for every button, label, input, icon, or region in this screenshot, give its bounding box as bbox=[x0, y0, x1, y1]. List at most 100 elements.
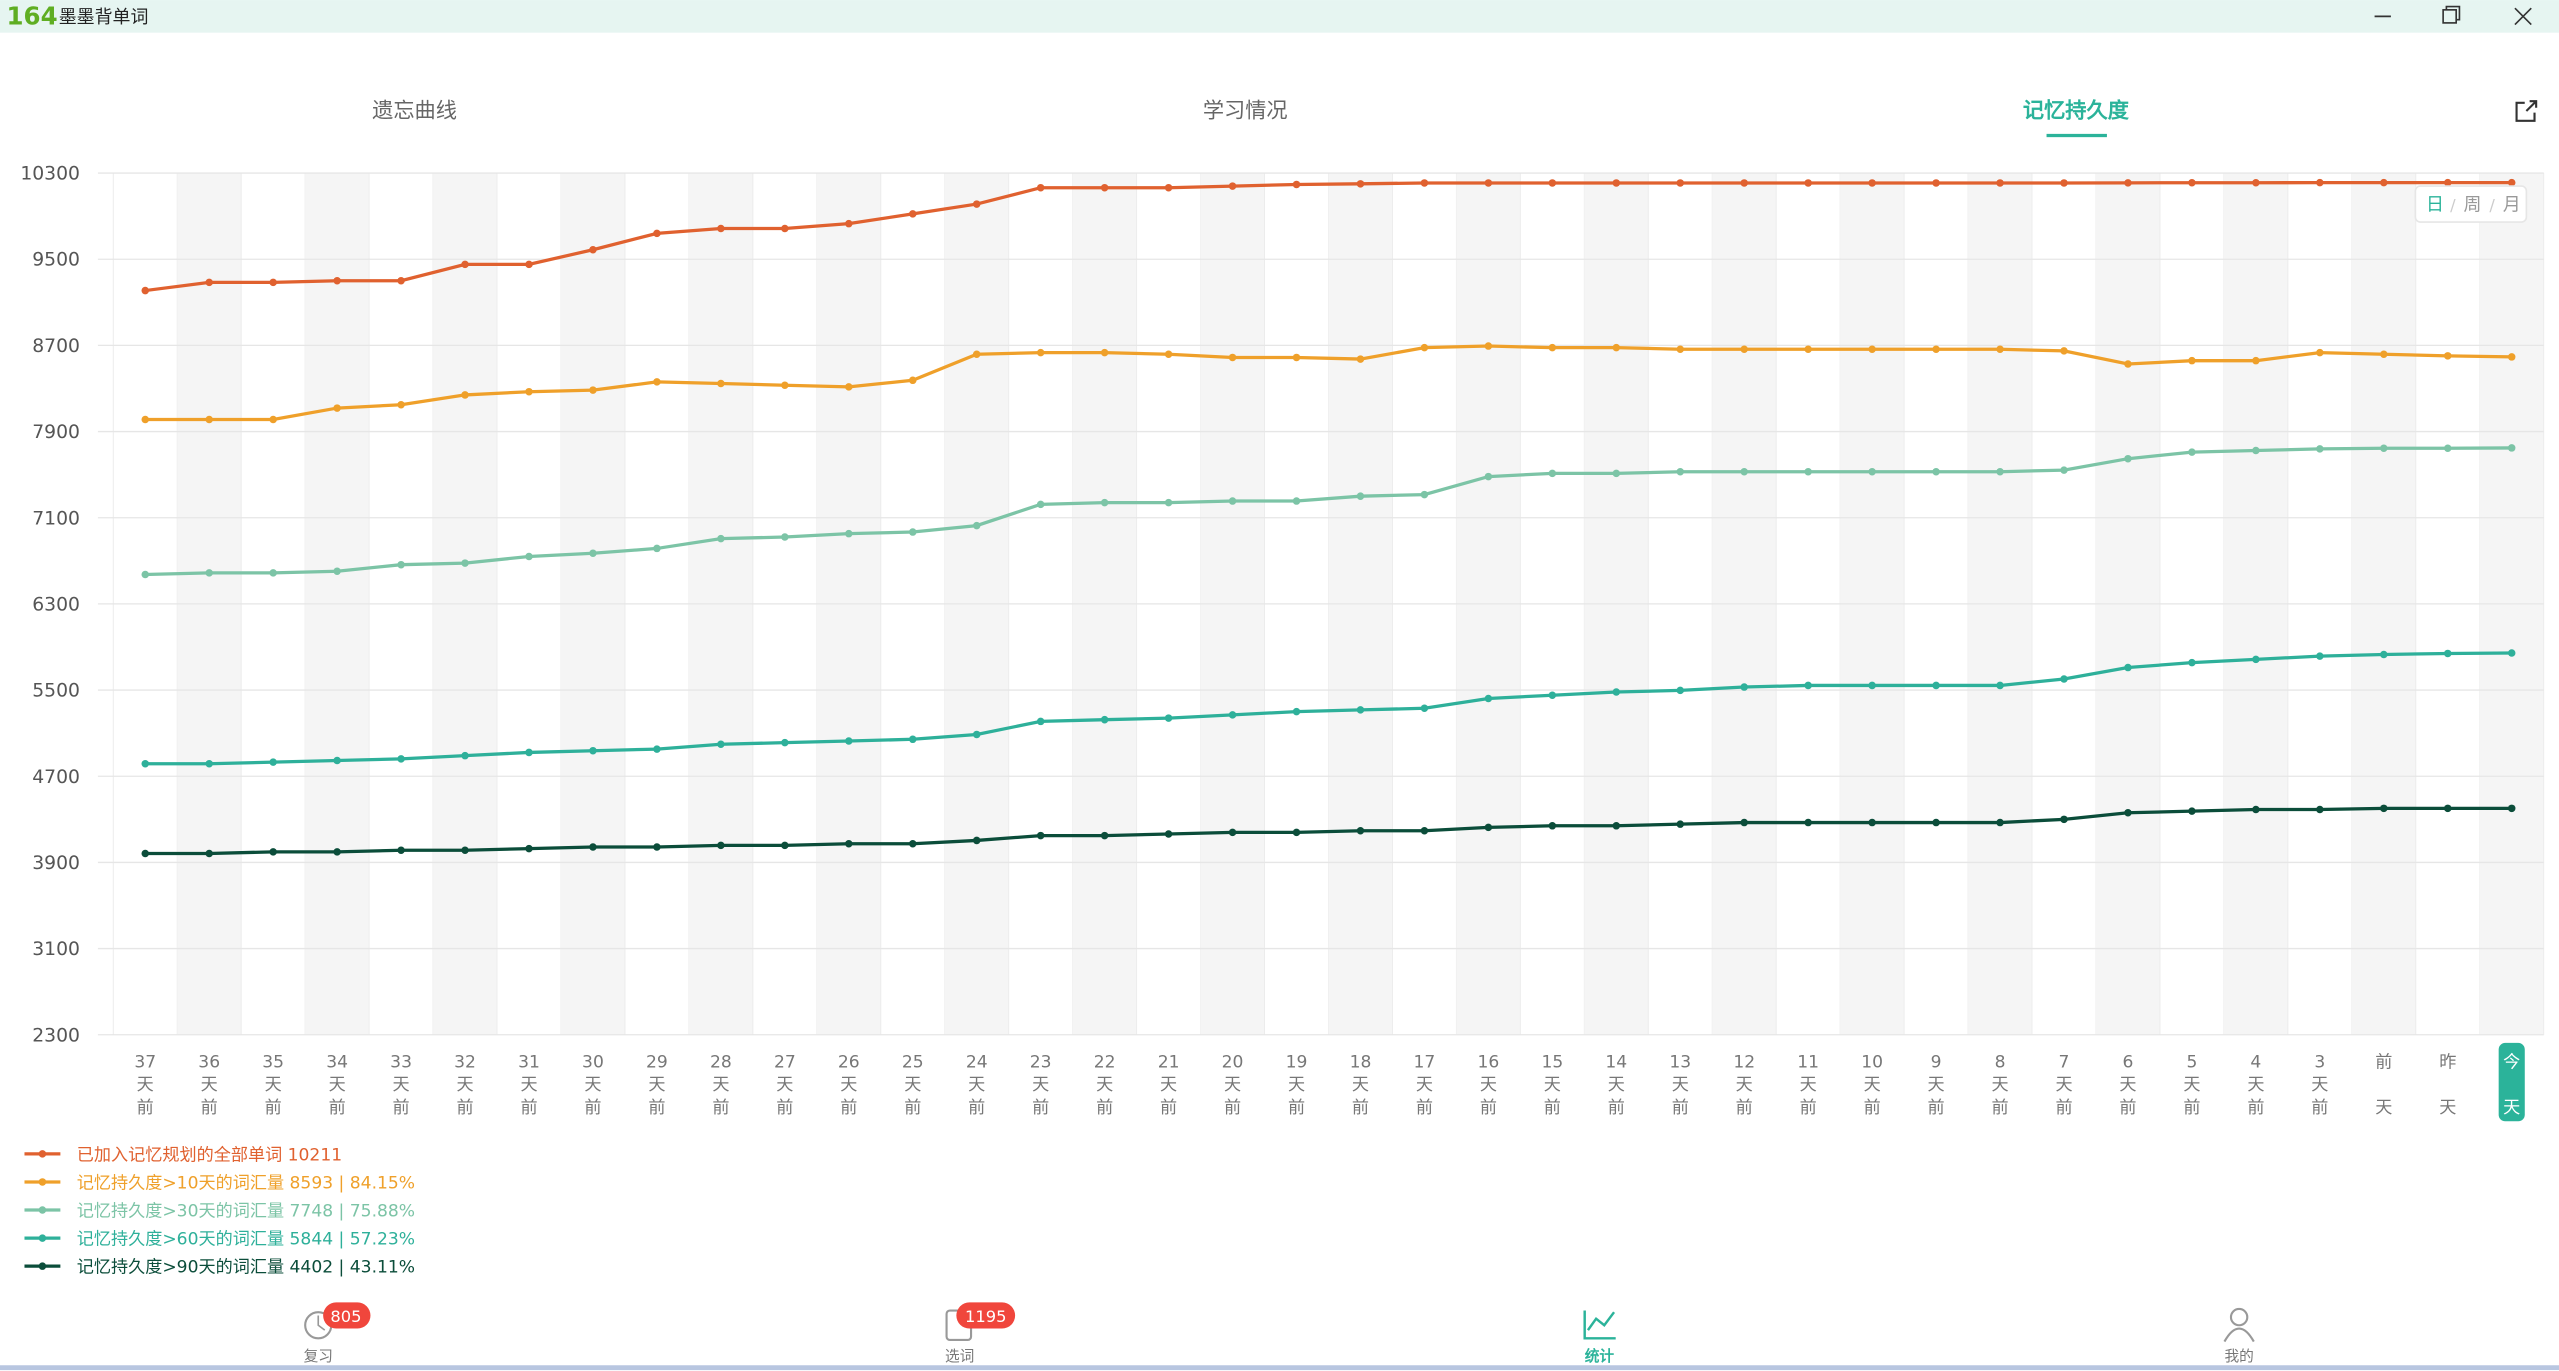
legend-label: 已加入记忆规划的全部单词 10211 bbox=[77, 1145, 342, 1165]
data-point bbox=[2316, 805, 2324, 814]
data-point bbox=[141, 759, 150, 768]
close-button[interactable] bbox=[2514, 7, 2532, 26]
nav-me[interactable]: 我的 bbox=[2223, 1307, 2255, 1365]
data-point bbox=[1612, 179, 1621, 187]
nav-select[interactable]: 选词 1195 bbox=[945, 1302, 1016, 1365]
data-point bbox=[333, 404, 341, 412]
data-point bbox=[1420, 826, 1429, 835]
data-point bbox=[1420, 179, 1429, 187]
data-point bbox=[717, 379, 725, 388]
data-point bbox=[1356, 706, 1365, 714]
x-tick-label: 17 天前 bbox=[1414, 1052, 1436, 1118]
data-point bbox=[2252, 805, 2260, 814]
data-point bbox=[2188, 178, 2196, 187]
data-point bbox=[2124, 663, 2132, 672]
data-point bbox=[2060, 179, 2068, 187]
data-point bbox=[141, 570, 150, 579]
data-point bbox=[589, 843, 597, 851]
toggle-day[interactable]: 日 bbox=[2426, 195, 2444, 216]
data-point bbox=[1996, 818, 2004, 827]
data-point bbox=[972, 200, 981, 208]
x-tick-label: 前天 bbox=[2375, 1052, 2392, 1118]
x-tick-label: 10 天前 bbox=[1861, 1052, 1883, 1118]
data-point bbox=[333, 277, 341, 285]
data-point bbox=[1740, 683, 1748, 691]
data-point bbox=[461, 260, 469, 269]
data-point bbox=[2380, 178, 2388, 187]
toggle-week[interactable]: 周 bbox=[2464, 195, 2482, 216]
data-point bbox=[525, 387, 533, 396]
data-point bbox=[1228, 353, 1237, 362]
data-point bbox=[1164, 498, 1173, 507]
data-point bbox=[1036, 500, 1045, 509]
data-point bbox=[2507, 444, 2516, 452]
data-point bbox=[1740, 345, 1748, 354]
legend-label: 记忆持久度>60天的词汇量 5844 | 57.23% bbox=[77, 1230, 415, 1250]
data-point bbox=[1484, 342, 1493, 350]
today-highlight bbox=[2498, 1042, 2525, 1122]
data-point bbox=[1036, 831, 1045, 840]
tab-active[interactable]: 记忆持久度 bbox=[2023, 98, 2130, 124]
x-tick-label: 8 天前 bbox=[1991, 1052, 2008, 1118]
data-point bbox=[717, 841, 725, 850]
data-point bbox=[2316, 178, 2324, 187]
tab[interactable]: 遗忘曲线 bbox=[372, 99, 457, 124]
y-tick-label: 4700 bbox=[32, 767, 80, 788]
series-line bbox=[145, 806, 2512, 856]
x-tick-label: 5 天前 bbox=[2183, 1052, 2200, 1118]
data-point bbox=[781, 381, 789, 389]
data-point bbox=[2188, 448, 2196, 456]
data-point bbox=[2380, 444, 2388, 453]
data-point bbox=[2124, 179, 2132, 187]
data-point bbox=[141, 415, 150, 424]
data-point bbox=[2060, 466, 2068, 474]
data-point bbox=[908, 840, 917, 848]
data-point bbox=[2060, 675, 2068, 683]
toggle-month[interactable]: 月 bbox=[2503, 195, 2521, 216]
data-point bbox=[845, 737, 853, 745]
data-point bbox=[2252, 356, 2260, 365]
data-point bbox=[525, 748, 533, 757]
x-tick-label: 33 天前 bbox=[390, 1052, 412, 1118]
nav-label: 选词 bbox=[945, 1348, 974, 1365]
data-point bbox=[2380, 650, 2388, 659]
data-point bbox=[2252, 655, 2260, 664]
tab[interactable]: 学习情况 bbox=[1203, 99, 1288, 124]
data-point bbox=[1804, 179, 1812, 187]
data-point bbox=[1740, 818, 1748, 827]
export-button[interactable] bbox=[2515, 100, 2538, 122]
data-point bbox=[1868, 179, 1876, 187]
x-tick-label: 18 天前 bbox=[1350, 1052, 1372, 1118]
data-point bbox=[2507, 178, 2516, 187]
data-point bbox=[333, 756, 341, 765]
data-point bbox=[1484, 472, 1493, 481]
data-point bbox=[397, 846, 405, 854]
data-point bbox=[1036, 183, 1045, 192]
data-point bbox=[1292, 497, 1301, 505]
series-line bbox=[145, 651, 2512, 766]
data-point bbox=[1164, 183, 1173, 192]
data-point bbox=[1676, 467, 1685, 476]
x-tick-label: 11 天前 bbox=[1797, 1052, 1819, 1118]
data-point bbox=[1484, 179, 1493, 187]
x-tick-label: 12 天前 bbox=[1733, 1052, 1755, 1118]
data-point bbox=[781, 841, 789, 850]
data-point bbox=[653, 378, 661, 386]
nav-stats[interactable]: 统计 bbox=[1583, 1310, 1616, 1366]
data-point bbox=[1356, 180, 1365, 188]
x-tick-label: 7 天前 bbox=[2055, 1052, 2072, 1118]
legend-label: 记忆持久度>10天的词汇量 8593 | 84.15% bbox=[77, 1173, 415, 1193]
svg-text:/: / bbox=[2489, 196, 2495, 215]
x-tick-label: 25 天前 bbox=[902, 1052, 924, 1118]
data-point bbox=[1164, 830, 1173, 838]
data-point bbox=[908, 210, 917, 218]
y-tick-label: 5500 bbox=[32, 681, 80, 702]
restore-button[interactable] bbox=[2442, 5, 2461, 24]
data-point bbox=[1036, 717, 1045, 726]
data-point bbox=[1548, 469, 1557, 478]
data-point bbox=[2316, 348, 2324, 357]
nav-review[interactable]: 复习 805 bbox=[304, 1302, 371, 1365]
data-point bbox=[2188, 356, 2196, 365]
data-point bbox=[525, 844, 533, 853]
